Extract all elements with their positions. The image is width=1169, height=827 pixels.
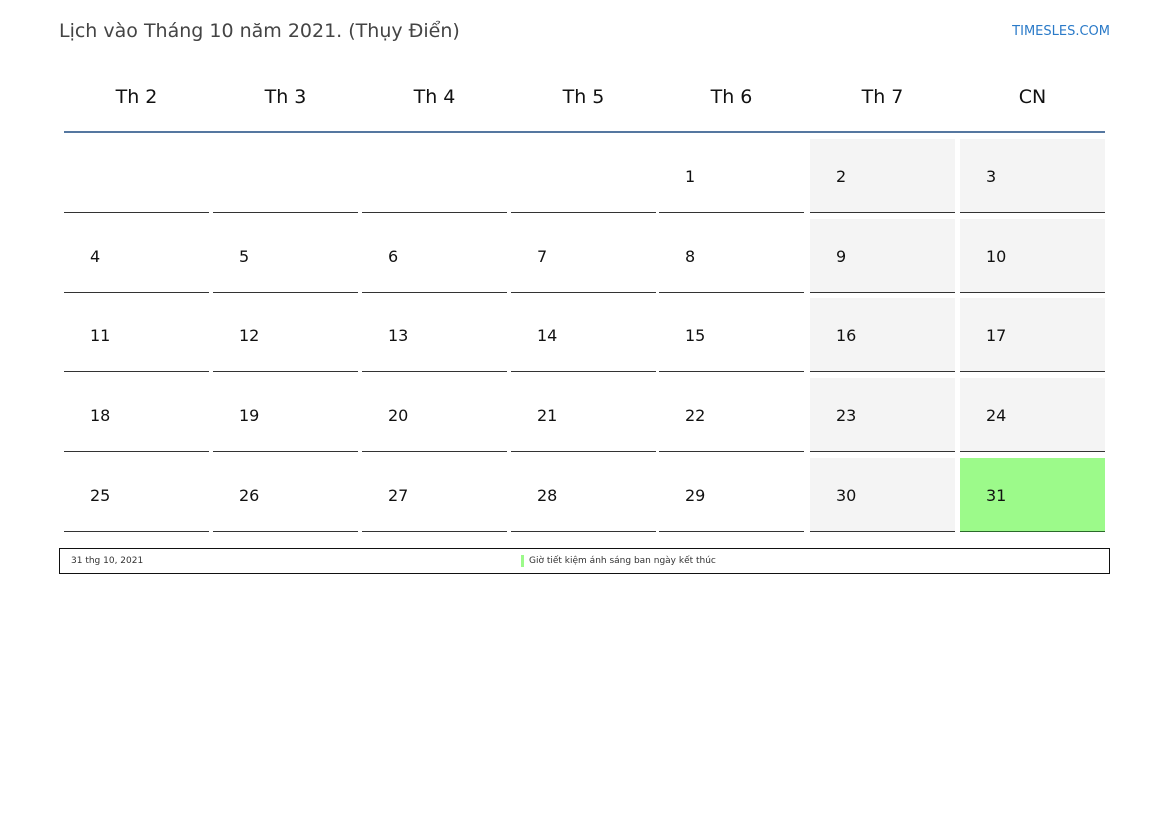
- day-number: 13: [388, 326, 409, 345]
- day-cell[interactable]: 9: [810, 219, 955, 293]
- empty-cell: [511, 139, 656, 213]
- day-number: 29: [685, 486, 706, 505]
- day-number: 18: [90, 406, 111, 425]
- day-number: 19: [239, 406, 260, 425]
- day-cell[interactable]: 20: [362, 378, 507, 452]
- empty-cell: [362, 139, 507, 213]
- day-number: 3: [986, 167, 997, 186]
- day-cell[interactable]: 26: [213, 458, 358, 532]
- day-number: 24: [986, 406, 1007, 425]
- day-number: 2: [836, 167, 847, 186]
- day-cell[interactable]: 15: [659, 298, 804, 372]
- day-cell[interactable]: 4: [64, 219, 209, 293]
- day-cell[interactable]: 28: [511, 458, 656, 532]
- day-cell[interactable]: 29: [659, 458, 804, 532]
- day-number: 4: [90, 247, 101, 266]
- legend: 31 thg 10, 2021 Giờ tiết kiệm ánh sáng b…: [59, 548, 1110, 574]
- header-divider: [64, 131, 1105, 133]
- day-number: 7: [537, 247, 548, 266]
- day-cell[interactable]: 27: [362, 458, 507, 532]
- day-number: 15: [685, 326, 706, 345]
- day-cell[interactable]: 1: [659, 139, 804, 213]
- day-cell[interactable]: 17: [960, 298, 1105, 372]
- day-cell[interactable]: 25: [64, 458, 209, 532]
- day-cell[interactable]: 30: [810, 458, 955, 532]
- weekday-label: Th 6: [710, 86, 753, 108]
- day-cell[interactable]: 12: [213, 298, 358, 372]
- weekday-label: Th 5: [562, 86, 605, 108]
- brand-link[interactable]: TIMESLES.COM: [1012, 24, 1110, 39]
- day-number: 31: [986, 486, 1007, 505]
- day-cell[interactable]: 3: [960, 139, 1105, 213]
- day-cell[interactable]: 31: [960, 458, 1105, 532]
- day-number: 5: [239, 247, 250, 266]
- empty-cell: [64, 139, 209, 213]
- empty-cell: [213, 139, 358, 213]
- day-cell[interactable]: 11: [64, 298, 209, 372]
- weekday-label: Th 2: [115, 86, 158, 108]
- weekday-label: Th 7: [861, 86, 904, 108]
- day-number: 30: [836, 486, 857, 505]
- day-cell[interactable]: 18: [64, 378, 209, 452]
- day-number: 25: [90, 486, 111, 505]
- day-number: 27: [388, 486, 409, 505]
- day-cell[interactable]: 2: [810, 139, 955, 213]
- day-cell[interactable]: 23: [810, 378, 955, 452]
- day-number: 10: [986, 247, 1007, 266]
- day-number: 9: [836, 247, 847, 266]
- day-number: 28: [537, 486, 558, 505]
- day-number: 16: [836, 326, 857, 345]
- legend-event: Giờ tiết kiệm ánh sáng ban ngày kết thúc: [529, 556, 716, 566]
- day-number: 26: [239, 486, 260, 505]
- day-cell[interactable]: 10: [960, 219, 1105, 293]
- day-cell[interactable]: 24: [960, 378, 1105, 452]
- day-number: 23: [836, 406, 857, 425]
- day-cell[interactable]: 21: [511, 378, 656, 452]
- day-number: 17: [986, 326, 1007, 345]
- legend-date: 31 thg 10, 2021: [71, 556, 144, 566]
- day-number: 8: [685, 247, 696, 266]
- day-number: 1: [685, 167, 696, 186]
- weekday-label: Th 4: [413, 86, 456, 108]
- day-cell[interactable]: 14: [511, 298, 656, 372]
- day-number: 12: [239, 326, 260, 345]
- day-cell[interactable]: 5: [213, 219, 358, 293]
- day-cell[interactable]: 8: [659, 219, 804, 293]
- weekday-label: CN: [1018, 86, 1047, 108]
- day-cell[interactable]: 22: [659, 378, 804, 452]
- day-cell[interactable]: 16: [810, 298, 955, 372]
- day-number: 14: [537, 326, 558, 345]
- day-number: 22: [685, 406, 706, 425]
- weekday-label: Th 3: [264, 86, 307, 108]
- day-number: 21: [537, 406, 558, 425]
- day-cell[interactable]: 19: [213, 378, 358, 452]
- day-cell[interactable]: 13: [362, 298, 507, 372]
- day-cell[interactable]: 6: [362, 219, 507, 293]
- day-number: 11: [90, 326, 111, 345]
- page-title: Lịch vào Tháng 10 năm 2021. (Thụy Điển): [59, 20, 460, 42]
- day-cell[interactable]: 7: [511, 219, 656, 293]
- legend-color-marker: [521, 555, 524, 567]
- day-number: 6: [388, 247, 399, 266]
- day-number: 20: [388, 406, 409, 425]
